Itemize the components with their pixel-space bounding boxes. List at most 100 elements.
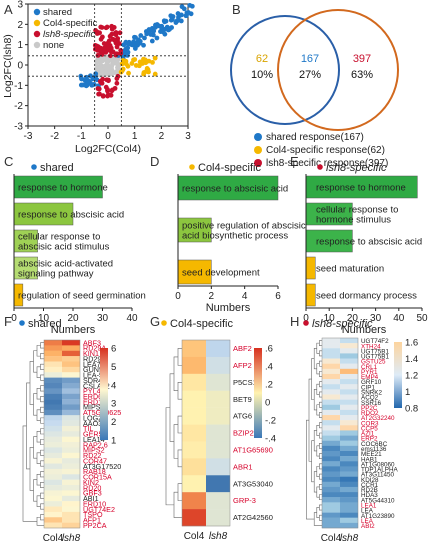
- colorbar-tick-label: -.2: [265, 416, 276, 427]
- gene-label: UGT75B1: [361, 354, 389, 361]
- gene-label: RD2B: [361, 487, 378, 494]
- dendrogram-branch: [319, 442, 322, 449]
- dendrogram-branch: [40, 439, 44, 446]
- x-tick-labels: -3 -2 -1 0 1 2 3: [24, 126, 191, 142]
- dendrogram-branch: [33, 350, 37, 373]
- legend-label: Col4-specific: [43, 18, 98, 29]
- heatmap-cell: [340, 348, 358, 354]
- heatmap-cell: [206, 492, 230, 510]
- point-lsh8: [95, 86, 101, 91]
- heatmap-cell: [322, 440, 340, 447]
- point-lsh8: [105, 77, 111, 83]
- heatmap-cell: [62, 388, 80, 394]
- heatmap-cell: [62, 511, 80, 518]
- heatmap-cell: [322, 492, 340, 498]
- heatmap-cell: [44, 431, 62, 437]
- heatmap-cell: [322, 338, 340, 344]
- bar: [305, 283, 316, 307]
- point-none: [95, 59, 100, 64]
- heatmap-cell: [44, 420, 62, 427]
- gene-label: COR15A: [83, 473, 112, 482]
- dendrogram-branch: [319, 494, 322, 501]
- gene-label: EMP4: [361, 374, 379, 381]
- heatmap-cell: [62, 404, 80, 411]
- legend-label: shared response(167): [266, 132, 364, 143]
- gene-label: ATG6: [233, 412, 252, 421]
- dendrogram-branch: [33, 393, 37, 416]
- heatmap-cell: [62, 409, 80, 416]
- heatmap-cell: [182, 424, 206, 442]
- heatmap-cell: [62, 436, 80, 443]
- heatmap-cell: [322, 502, 340, 508]
- dendrogram-branch: [173, 356, 178, 392]
- heatmap-cell: [340, 461, 358, 467]
- colorbar: [100, 348, 108, 440]
- heatmap-cell: [62, 425, 80, 432]
- gene-label: UGT74F2: [361, 338, 389, 345]
- gene-label: AT5G44310: [361, 497, 395, 504]
- x-tick-label: -3: [24, 131, 33, 142]
- gene-label: TDP1ALPHA: [361, 467, 399, 474]
- dendrogram-branch: [319, 504, 322, 511]
- point-shared: [78, 82, 84, 88]
- point-col4: [126, 70, 131, 76]
- heatmap-cell: [322, 430, 340, 436]
- heatmap-cell: [206, 356, 230, 375]
- heatmap-cell: [322, 399, 340, 405]
- venn-legend: shared response(167) Col4-specific respon…: [254, 132, 388, 169]
- y-tick-labels: 3 2 1 0 -1 -2 -3: [14, 0, 28, 132]
- dendrogram-branch: [40, 396, 44, 403]
- heatmap-cell: [340, 445, 358, 452]
- heatmap-title: lsh8-specific: [312, 318, 373, 330]
- point-shared: [125, 53, 130, 58]
- dendrogram-branch: [313, 430, 317, 452]
- heatmap-cell: [62, 447, 80, 453]
- y-axis-label: Log2FC(lsh8): [2, 34, 14, 98]
- heatmap-cell: [182, 509, 206, 527]
- heatmap-cell: [322, 373, 340, 380]
- heatmap-cell: [44, 447, 62, 453]
- gene-label: PYR1: [361, 369, 378, 376]
- heatmap-cell: [340, 492, 358, 498]
- heatmap-cell: [44, 366, 62, 373]
- colorbar-tick-label: 3: [111, 399, 116, 410]
- venn-left-count: 62: [256, 53, 268, 65]
- x-tick-label: 0: [303, 313, 309, 324]
- point-lsh8: [104, 24, 110, 30]
- heatmap-cell: [44, 495, 62, 502]
- scatter-points: [78, 2, 195, 99]
- y-tick-label: 1: [17, 40, 23, 51]
- heatmap-cell: [62, 501, 80, 507]
- dendrogram-branch: [319, 350, 322, 357]
- gene-label: SSR16: [361, 400, 381, 407]
- heatmap-cell: [322, 445, 340, 452]
- heatmap-cell: [340, 409, 358, 416]
- heatmap-cell: [62, 474, 80, 480]
- heatmap-cell: [322, 409, 340, 416]
- dendrogram-branch: [313, 471, 317, 493]
- dendrogram-branch: [319, 463, 322, 470]
- heatmap-cell: [44, 340, 62, 346]
- dendrogram-branch: [306, 419, 315, 520]
- heatmap-cell: [340, 522, 358, 529]
- dendrogram-branch: [319, 473, 322, 480]
- gene-label: ABF2: [233, 344, 252, 353]
- gene-label: UGT74E2: [83, 505, 115, 514]
- dendrogram-branch: [40, 492, 44, 499]
- heatmap-cell: [44, 361, 62, 368]
- panel-b: 62 10% 167 27% 397 63% shared response(1…: [230, 9, 399, 169]
- point-none: [101, 56, 106, 61]
- heatmap-cell: [206, 458, 230, 476]
- dendrogram-branch: [311, 440, 315, 483]
- bar: [177, 175, 279, 201]
- heatmap-cell: [322, 415, 340, 421]
- point-shared: [169, 17, 175, 22]
- gene-label: AAO3: [83, 419, 102, 428]
- point-lsh8: [110, 36, 116, 42]
- point-shared: [166, 27, 171, 33]
- dendrogram-branch: [165, 407, 174, 506]
- venn-circle-lsh8: [277, 9, 399, 131]
- panel-f-heatmap: shared ABF3RD29AKIN1RD29BLEA7GUN5LEA-5SDR…: [19, 318, 121, 544]
- dendrogram-branch: [40, 460, 44, 467]
